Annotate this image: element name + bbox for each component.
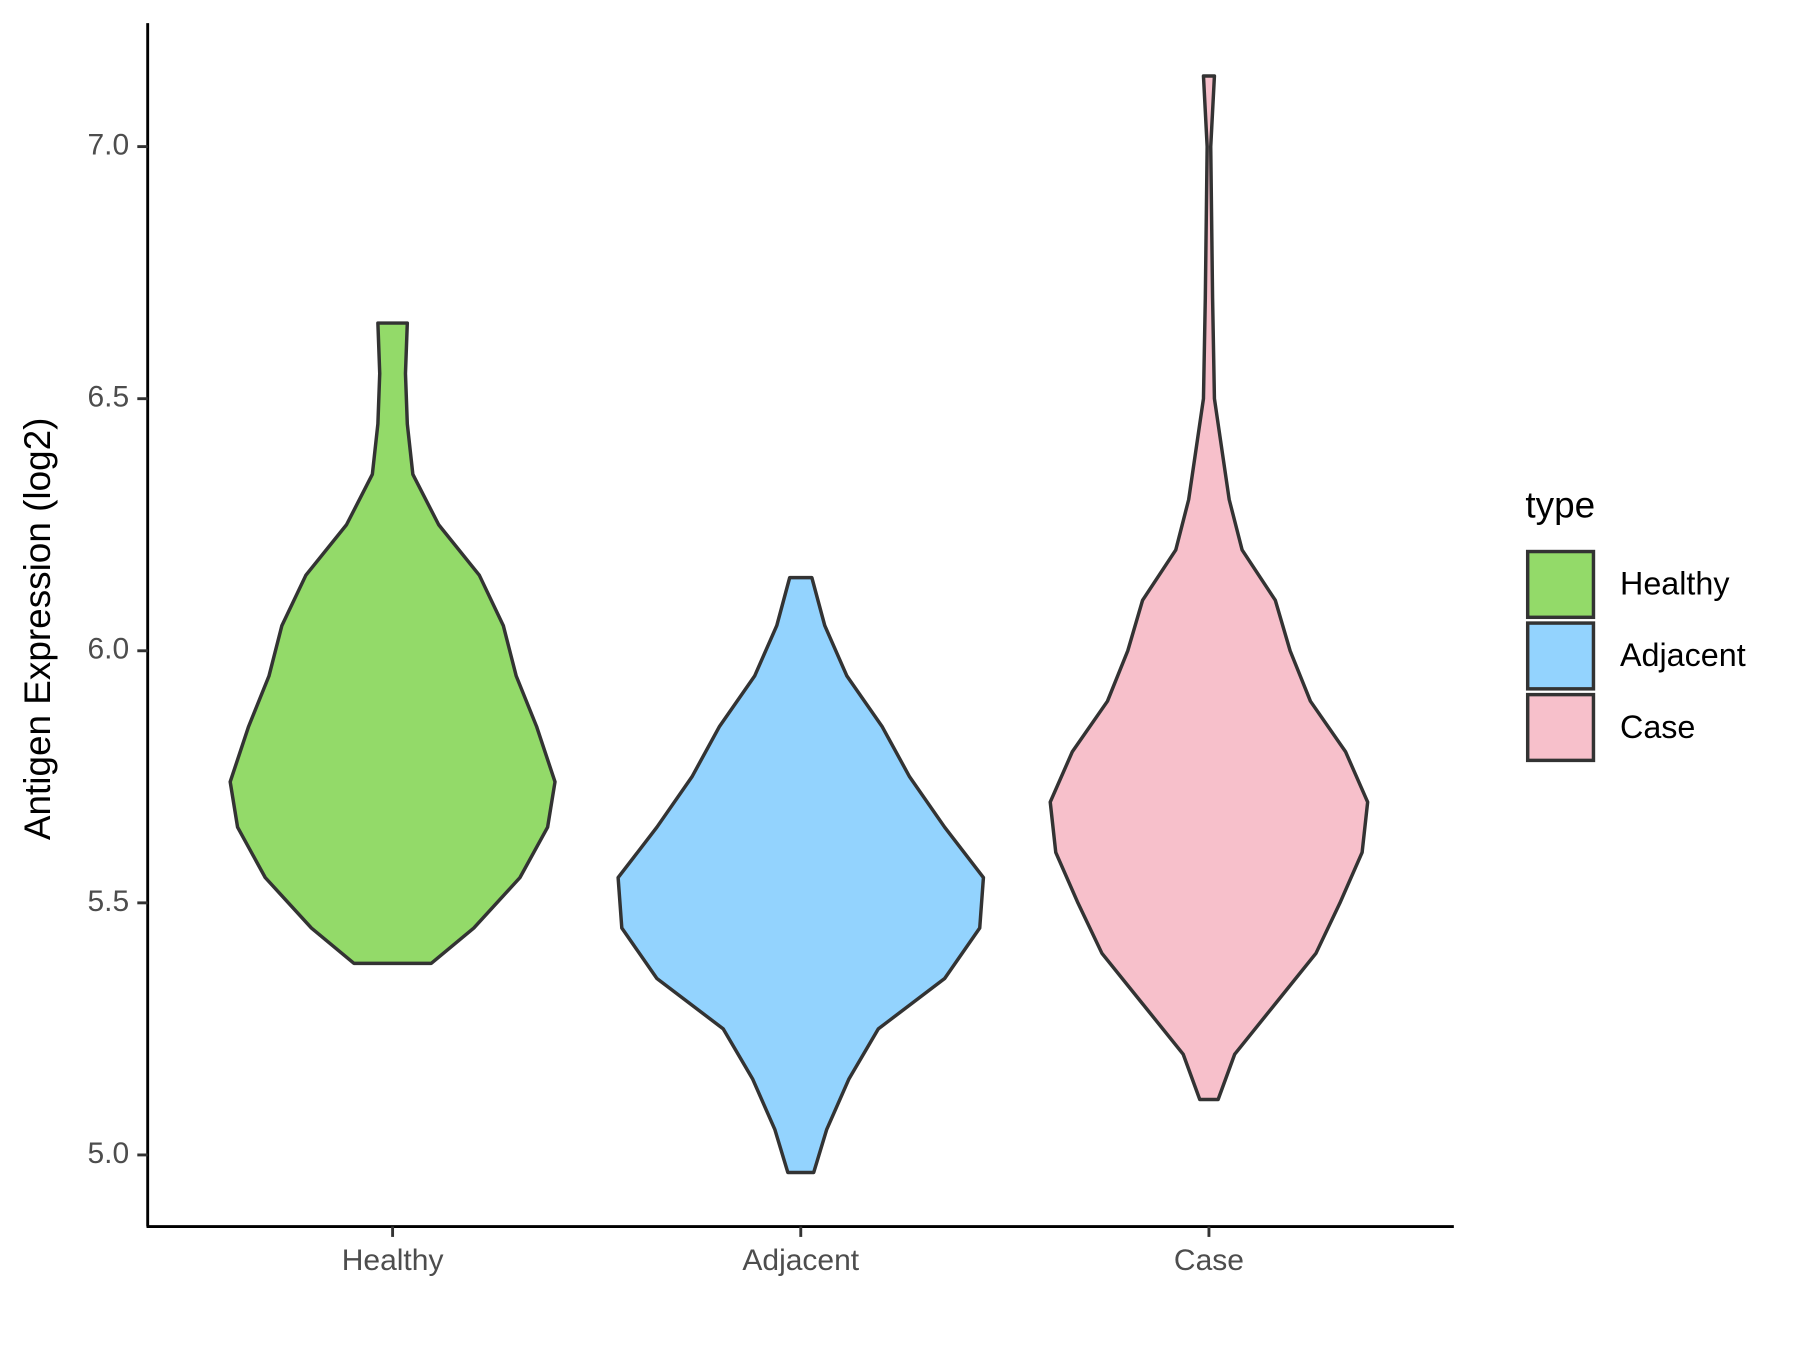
y-tick-label: 5.0 <box>88 1137 130 1170</box>
violin <box>616 575 986 1175</box>
y-tick-label: 7.0 <box>88 129 130 162</box>
x-tick-label: Adjacent <box>742 1244 859 1277</box>
legend-swatch <box>1525 549 1596 620</box>
legend-swatch <box>1525 692 1596 763</box>
y-tick-label: 6.5 <box>88 381 130 414</box>
legend-label: Case <box>1620 709 1695 745</box>
legend-title: type <box>1525 484 1595 525</box>
y-tick-label: 6.0 <box>88 633 130 666</box>
x-tick-label: Healthy <box>342 1244 444 1277</box>
violin <box>1048 74 1370 1102</box>
y-axis-title: Antigen Expression (log2) <box>17 418 58 841</box>
legend-swatch <box>1525 621 1596 691</box>
y-tick-label: 5.5 <box>88 885 130 918</box>
legend-label: Adjacent <box>1620 637 1746 673</box>
x-tick-label: Case <box>1174 1244 1244 1277</box>
violin <box>228 321 557 966</box>
legend-label: Healthy <box>1620 566 1730 602</box>
